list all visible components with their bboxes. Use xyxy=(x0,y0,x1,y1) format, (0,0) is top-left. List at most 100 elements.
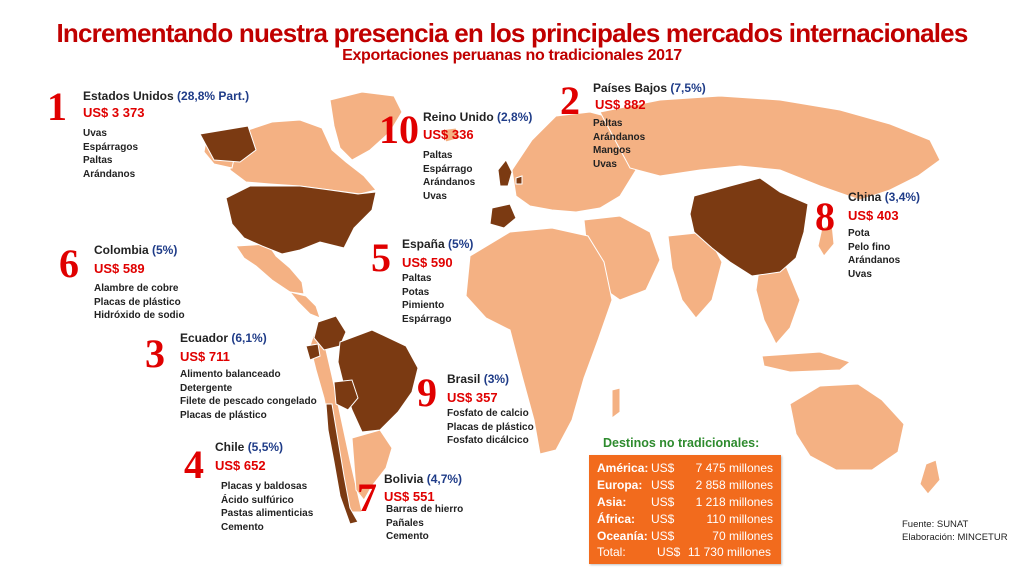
product-item: Uvas xyxy=(593,158,617,170)
market-share: (3,4%) xyxy=(884,190,921,204)
destination-row-asia: Asia: US$ 1 218 millones xyxy=(597,495,773,509)
product-item: Placas de plástico xyxy=(94,296,181,308)
product-item: Paltas xyxy=(402,273,432,284)
market-china: China (3,4%) US$ 403 Pota Pelo fino Arán… xyxy=(848,190,920,281)
iceland-shape xyxy=(439,127,461,143)
product-item: Filete de pescado congelado xyxy=(180,396,317,407)
product-item: Pota xyxy=(848,228,870,239)
destination-amount: 2 858 millones xyxy=(695,478,773,492)
destination-label: América: xyxy=(597,461,649,475)
rank-7: 7 xyxy=(357,475,377,520)
page-subtitle: Exportaciones peruanas no tradicionales … xyxy=(342,47,682,64)
usa-highlight-shape xyxy=(225,185,377,255)
destination-amount: 1 218 millones xyxy=(695,495,773,509)
product-item: Arándanos xyxy=(83,168,136,180)
market-share: (6,1%) xyxy=(231,331,267,345)
country-name: Reino Unido xyxy=(423,110,494,124)
product-list: Alambre de cobre Placas de plástico Hidr… xyxy=(94,282,185,323)
market-bolivia: Bolivia (4,7%) US$ 551 Barras de hierro … xyxy=(384,472,463,544)
uk-highlight-shape xyxy=(497,159,513,187)
destination-currency: US$ xyxy=(651,478,675,492)
product-item: Paltas xyxy=(593,118,623,129)
export-value: US$ 882 xyxy=(595,97,646,112)
page-title: Incrementando nuestra presencia en los p… xyxy=(56,18,968,48)
market-brasil: Brasil (3%) US$ 357 Fosfato de calcio Pl… xyxy=(447,372,534,448)
product-item: Pañales xyxy=(386,517,424,529)
rank-9: 9 xyxy=(417,370,437,415)
export-value: US$ 589 xyxy=(94,261,145,276)
market-share: (28,8% Part.) xyxy=(177,89,250,103)
southeast-asia-shape xyxy=(755,261,801,345)
destination-label: África: xyxy=(597,512,636,526)
product-list: Pota Pelo fino Arándanos Uvas xyxy=(848,227,920,281)
market-paises-bajos: Países Bajos (7,5%) US$ 882 Paltas Aránd… xyxy=(593,81,706,171)
country-name: España xyxy=(402,237,445,251)
japan-shape xyxy=(817,223,835,257)
rank-10: 10 xyxy=(379,107,419,152)
destination-row-oceania: Oceanía: US$ 70 millones xyxy=(597,529,773,543)
export-value: US$ 711 xyxy=(180,349,230,364)
product-item: Hidróxido de sodio xyxy=(94,310,185,321)
product-item: Uvas xyxy=(423,190,447,202)
export-value: US$ 336 xyxy=(423,127,474,142)
product-list: Barras de hierro Pañales Cemento xyxy=(386,503,463,544)
market-share: (3%) xyxy=(483,372,510,386)
country-name: Países Bajos xyxy=(593,81,668,95)
product-item: Alimento balanceado xyxy=(180,369,281,380)
destination-amount: 110 millones xyxy=(706,512,773,526)
destinations-box: América: US$ 7 475 millones Europa: US$ … xyxy=(589,455,781,564)
ecuador-highlight-shape xyxy=(305,343,321,361)
product-list: Paltas Arándanos Mangos Uvas xyxy=(593,117,706,171)
mexico-shape xyxy=(235,243,305,295)
market-share: (2,8%) xyxy=(497,110,533,124)
product-item: Arándanos xyxy=(423,177,476,188)
market-espana: España (5%) US$ 590 Paltas Potas Pimient… xyxy=(402,237,473,326)
export-value: US$ 403 xyxy=(848,208,899,223)
market-share: (5%) xyxy=(448,237,474,251)
product-item: Fosfato dicálcico xyxy=(447,435,529,446)
canada-shape xyxy=(229,119,377,195)
country-name: Colombia xyxy=(94,243,149,257)
product-item: Placas de plástico xyxy=(447,421,534,433)
rank-8: 8 xyxy=(815,194,835,239)
destination-currency: US$ xyxy=(651,495,675,509)
product-item: Detergente xyxy=(180,382,233,394)
rank-4: 4 xyxy=(184,442,204,487)
product-list: Uvas Espárragos Paltas Arándanos xyxy=(83,127,249,181)
destination-label: Asia: xyxy=(597,495,627,509)
country-name: China xyxy=(848,190,882,204)
product-item: Placas de plástico xyxy=(180,409,267,421)
destination-amount: 11 730 millones xyxy=(687,545,771,559)
product-item: Barras de hierro xyxy=(386,504,464,515)
product-item: Potas xyxy=(402,286,430,298)
product-item: Paltas xyxy=(83,155,113,166)
product-list: Placas y baldosas Ácido sulfúrico Pastas… xyxy=(221,480,313,534)
rank-3: 3 xyxy=(145,331,165,376)
product-item: Uvas xyxy=(848,268,872,280)
rank-5: 5 xyxy=(371,235,391,280)
market-share: (5,5%) xyxy=(247,440,284,454)
product-list: Paltas Potas Pimiento Espárrago xyxy=(402,272,473,326)
destination-row-america: América: US$ 7 475 millones xyxy=(597,461,773,475)
china-highlight-shape xyxy=(689,177,809,277)
product-item: Cemento xyxy=(386,531,429,542)
destination-currency: US$ xyxy=(651,512,675,526)
export-value: US$ 652 xyxy=(215,458,266,473)
destination-row-africa: África: US$ 110 millones xyxy=(597,512,773,526)
africa-shape xyxy=(465,227,613,455)
source-note: Fuente: SUNAT Elaboración: MINCETUR xyxy=(902,518,1008,544)
new-zealand-shape xyxy=(919,459,941,495)
netherlands-highlight-shape xyxy=(515,175,523,185)
indonesia-shape xyxy=(761,351,852,373)
rank-2: 2 xyxy=(560,78,580,123)
australia-shape xyxy=(789,383,905,471)
alaska-highlight-shape xyxy=(199,125,257,163)
rank-6: 6 xyxy=(59,241,79,286)
destination-amount: 70 millones xyxy=(712,529,773,543)
product-item: Espárragos xyxy=(83,141,139,153)
product-item: Paltas xyxy=(423,150,453,161)
greenland-shape xyxy=(329,91,403,161)
product-list: Paltas Espárrago Arándanos Uvas xyxy=(423,149,532,203)
russia-asia-shape xyxy=(599,95,941,201)
